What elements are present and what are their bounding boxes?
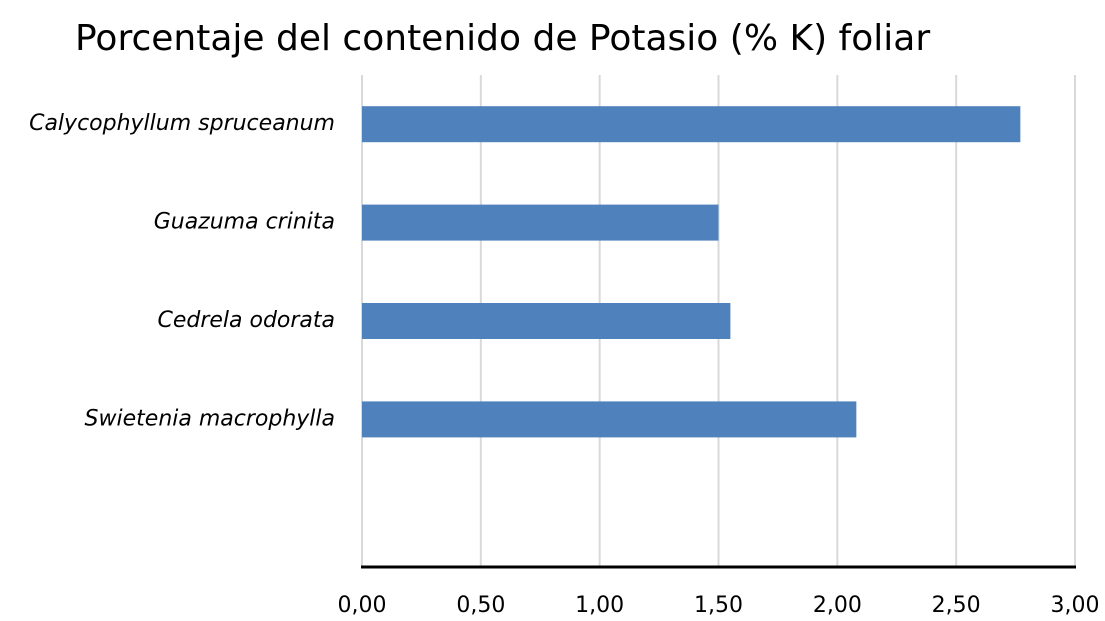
y-tick-label: Calycophyllum spruceanum [29, 111, 335, 136]
y-tick-label: Cedrela odorata [157, 308, 335, 333]
x-tick-label: 3,00 [1051, 593, 1100, 618]
x-tick-label: 0,50 [456, 593, 505, 618]
y-tick-label: Swietenia macrophylla [85, 406, 335, 431]
bar [362, 401, 857, 438]
x-tick-label: 1,50 [694, 593, 743, 618]
bar [362, 106, 1021, 143]
chart-title: Porcentaje del contenido de Potasio (% K… [75, 18, 930, 59]
bar [362, 204, 719, 241]
x-tick-label: 2,50 [932, 593, 981, 618]
y-tick-label: Guazuma crinita [154, 210, 335, 235]
x-tick-label: 2,00 [813, 593, 862, 618]
x-tick-label: 1,00 [575, 593, 624, 618]
x-tick-label: 0,00 [338, 593, 387, 618]
bar [362, 303, 731, 339]
